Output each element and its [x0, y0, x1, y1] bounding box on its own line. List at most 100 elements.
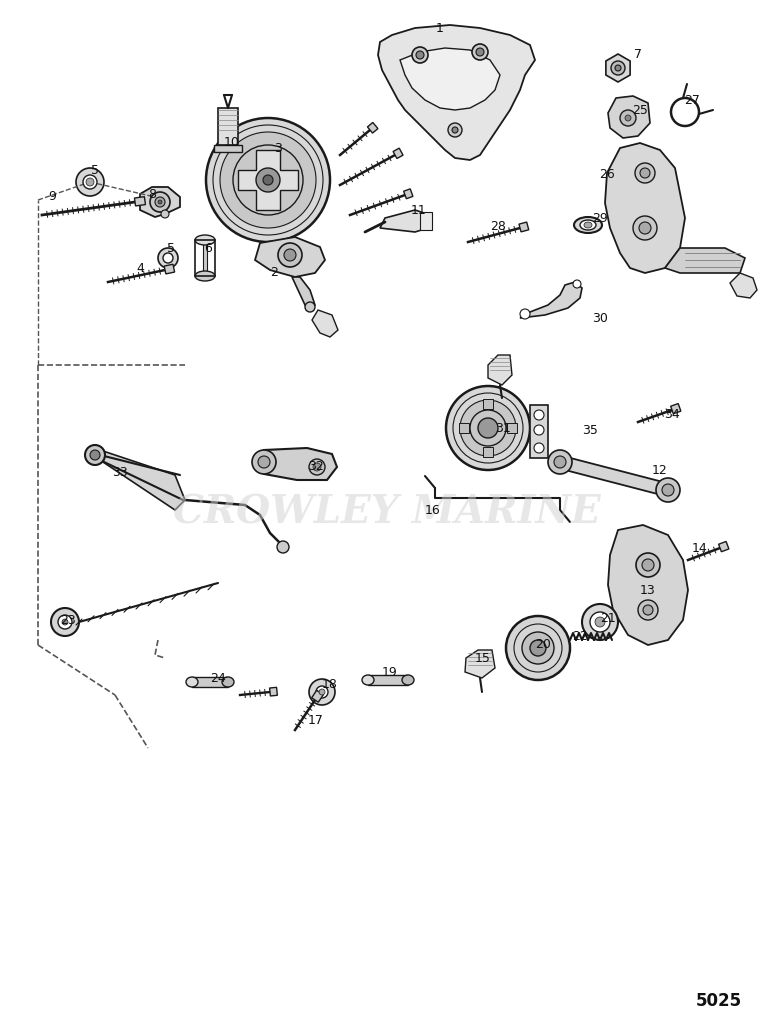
Circle shape [642, 559, 654, 571]
Ellipse shape [186, 677, 198, 687]
Text: 1: 1 [436, 22, 444, 35]
Polygon shape [520, 282, 582, 318]
Text: 34: 34 [664, 409, 680, 422]
Polygon shape [404, 188, 413, 199]
Polygon shape [238, 150, 298, 210]
Circle shape [638, 600, 658, 620]
Text: 21: 21 [600, 611, 616, 625]
Polygon shape [368, 675, 408, 685]
Circle shape [206, 118, 330, 242]
Text: 31: 31 [495, 422, 511, 434]
Ellipse shape [580, 220, 596, 230]
Circle shape [256, 168, 280, 193]
Polygon shape [400, 48, 500, 110]
Text: 22: 22 [572, 630, 588, 642]
Polygon shape [312, 690, 323, 702]
Polygon shape [100, 450, 185, 510]
Circle shape [452, 127, 458, 133]
Polygon shape [420, 212, 432, 230]
Circle shape [633, 216, 657, 240]
Polygon shape [671, 403, 681, 414]
Polygon shape [255, 237, 325, 278]
Polygon shape [140, 187, 180, 217]
Circle shape [86, 178, 94, 186]
Polygon shape [270, 687, 278, 696]
Circle shape [161, 210, 169, 218]
Text: 5: 5 [91, 164, 99, 176]
Text: 26: 26 [599, 169, 615, 181]
Text: 24: 24 [210, 672, 226, 684]
Text: 14: 14 [692, 542, 708, 555]
Circle shape [573, 280, 581, 288]
Text: 13: 13 [640, 584, 656, 597]
Circle shape [278, 243, 302, 267]
Circle shape [62, 618, 68, 625]
Ellipse shape [362, 675, 374, 685]
Circle shape [520, 309, 530, 319]
Text: 10: 10 [224, 135, 240, 148]
Text: 29: 29 [592, 212, 608, 224]
Circle shape [416, 51, 424, 59]
Polygon shape [380, 210, 430, 232]
Circle shape [478, 418, 498, 438]
Ellipse shape [574, 217, 602, 233]
Circle shape [305, 302, 315, 312]
Circle shape [446, 386, 530, 470]
Polygon shape [393, 148, 403, 159]
Polygon shape [312, 310, 338, 337]
Polygon shape [378, 25, 535, 160]
Text: 15: 15 [475, 651, 491, 665]
Circle shape [640, 168, 650, 178]
Polygon shape [483, 399, 493, 409]
Circle shape [534, 443, 544, 453]
Ellipse shape [195, 271, 215, 281]
Polygon shape [135, 197, 145, 206]
Text: 33: 33 [112, 466, 128, 478]
Circle shape [263, 175, 273, 185]
Circle shape [534, 410, 544, 420]
Polygon shape [606, 54, 630, 82]
Circle shape [85, 445, 105, 465]
Circle shape [158, 248, 178, 268]
Text: 32: 32 [308, 460, 324, 472]
Polygon shape [530, 406, 548, 458]
Circle shape [319, 689, 325, 695]
Polygon shape [730, 273, 757, 298]
Circle shape [620, 110, 636, 126]
Polygon shape [164, 264, 175, 273]
Text: 35: 35 [582, 424, 598, 436]
Circle shape [611, 61, 625, 75]
Circle shape [150, 193, 170, 212]
Text: 8: 8 [148, 188, 156, 202]
Ellipse shape [402, 675, 414, 685]
Text: 6: 6 [204, 242, 212, 255]
Text: 5025: 5025 [696, 992, 742, 1011]
Circle shape [76, 168, 104, 196]
Circle shape [316, 686, 328, 698]
Circle shape [313, 463, 321, 471]
Polygon shape [214, 145, 242, 152]
Text: 7: 7 [634, 48, 642, 61]
Circle shape [582, 604, 618, 640]
Circle shape [83, 175, 97, 189]
Circle shape [625, 115, 631, 121]
Text: 25: 25 [632, 103, 648, 117]
Polygon shape [218, 108, 238, 145]
Circle shape [51, 608, 79, 636]
Polygon shape [519, 222, 529, 231]
Polygon shape [719, 542, 729, 552]
Polygon shape [483, 447, 493, 457]
Polygon shape [555, 454, 673, 498]
Polygon shape [203, 240, 207, 276]
Polygon shape [465, 650, 495, 678]
Circle shape [220, 132, 316, 228]
Polygon shape [507, 423, 517, 433]
Polygon shape [605, 143, 685, 273]
Circle shape [277, 541, 289, 553]
Circle shape [506, 616, 570, 680]
Circle shape [662, 484, 674, 496]
Circle shape [530, 640, 546, 656]
Text: 30: 30 [592, 311, 608, 325]
Circle shape [595, 617, 605, 627]
Circle shape [252, 450, 276, 474]
